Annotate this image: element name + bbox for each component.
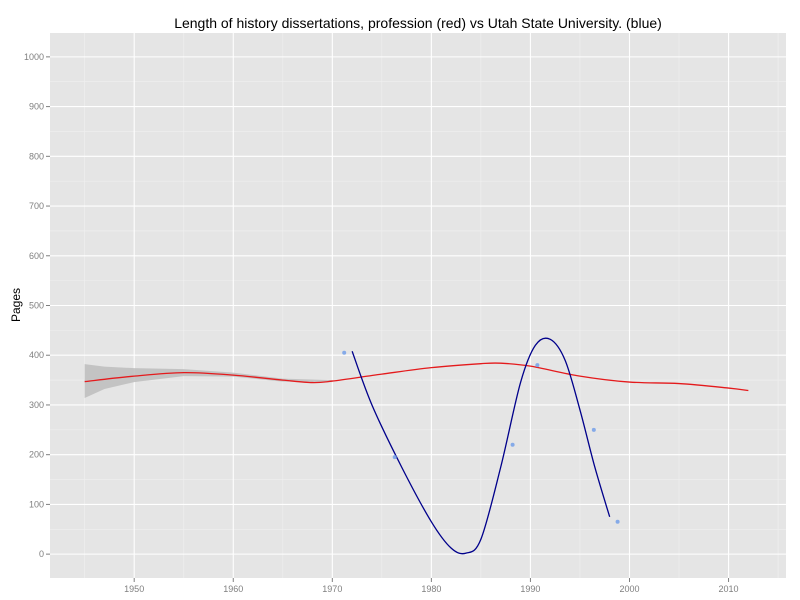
chart-title: Length of history dissertations, profess… [174, 15, 662, 31]
usu-data-point [342, 350, 347, 355]
y-axis-ticks: 0 100 200 300 400 500 600 700 800 900 1000 [24, 52, 50, 559]
x-tick-label: 2000 [619, 584, 639, 594]
usu-data-point [392, 455, 397, 460]
y-tick-label: 300 [29, 400, 44, 410]
usu-data-point [510, 442, 515, 447]
y-tick-label: 500 [29, 301, 44, 311]
y-tick-label: 900 [29, 102, 44, 112]
x-tick-label: 2010 [719, 584, 739, 594]
usu-smooth-line [351, 337, 611, 555]
y-tick-label: 200 [29, 450, 44, 460]
x-tick-label: 1960 [223, 584, 243, 594]
x-axis-ticks: 1950 1960 1970 1980 1990 2000 2010 [124, 578, 739, 594]
y-tick-label: 400 [29, 350, 44, 360]
x-tick-label: 1950 [124, 584, 144, 594]
usu-data-point [535, 363, 540, 368]
y-axis-title: Pages [9, 288, 23, 322]
y-tick-label: 600 [29, 251, 44, 261]
series-layer [84, 337, 749, 555]
y-tick-label: 100 [29, 499, 44, 509]
x-tick-label: 1990 [520, 584, 540, 594]
y-tick-label: 0 [39, 549, 44, 559]
usu-data-point [615, 519, 620, 524]
usu-data-point [591, 427, 596, 432]
y-tick-label: 1000 [24, 52, 44, 62]
x-tick-label: 1970 [322, 584, 342, 594]
y-tick-label: 700 [29, 201, 44, 211]
y-tick-label: 800 [29, 151, 44, 161]
profession-smooth-line [84, 362, 749, 392]
confidence-ribbon [84, 364, 333, 398]
x-tick-label: 1980 [421, 584, 441, 594]
grid-major [50, 33, 786, 578]
